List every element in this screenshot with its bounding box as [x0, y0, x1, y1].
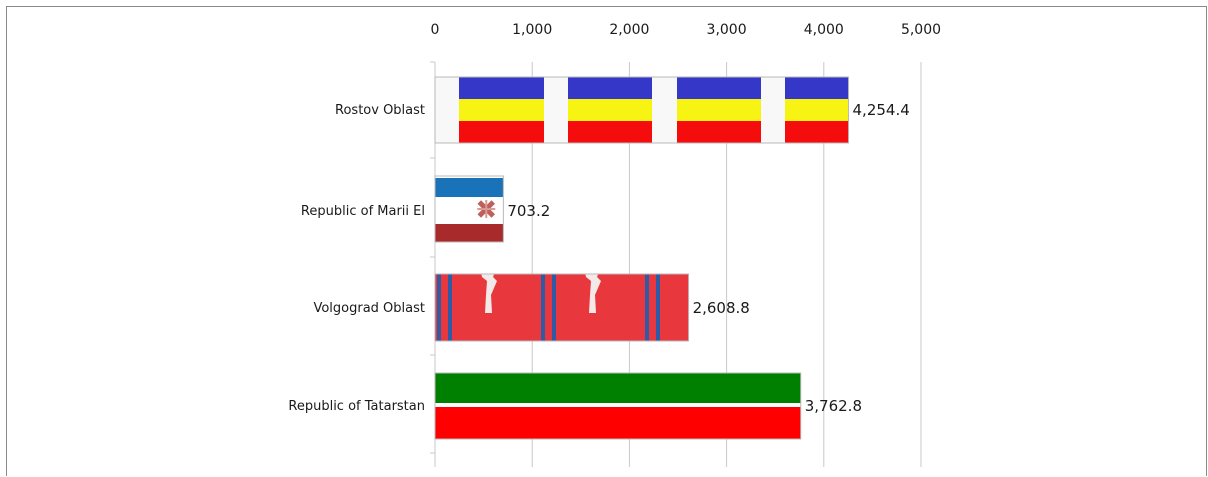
bar-outline	[434, 76, 850, 144]
labels: 0 1,000 2,000 3,000 4,000 5,000 4,254.4 Rostov …	[288, 22, 941, 415]
flag-stripe-yellow	[677, 99, 761, 121]
flag-stripe-red	[677, 121, 761, 143]
flag-stripe-red	[435, 407, 801, 439]
x-tick-label: 3,000	[707, 22, 747, 38]
flag-stripe-blue	[459, 77, 544, 99]
bar	[434, 273, 690, 342]
flag-stripe-red	[459, 121, 544, 143]
chart-frame: 0 1,000 2,000 3,000 4,000 5,000 4,254.4 Rostov …	[6, 6, 1207, 476]
category-label: Republic of Tatarstan	[288, 399, 425, 414]
value-label: 703.2	[507, 202, 550, 220]
flag-stripe-blue	[677, 77, 761, 99]
value-label: 3,762.8	[805, 397, 862, 415]
flag-stripe-yellow	[568, 99, 652, 121]
bar-outline	[434, 175, 504, 243]
x-tick-label: 1,000	[512, 22, 552, 38]
category-label: Rostov Oblast	[335, 103, 425, 118]
flag-stripe-blue	[568, 77, 652, 99]
bar-outline	[434, 372, 802, 440]
x-tick-label: 2,000	[609, 22, 649, 38]
category-label: Volgograd Oblast	[313, 301, 425, 316]
flag-stripe-yellow	[785, 99, 849, 121]
flag-stripe-blue	[785, 77, 849, 99]
flag-stripe-white	[435, 403, 801, 407]
value-label: 4,254.4	[853, 101, 910, 119]
bars	[434, 76, 850, 440]
bar	[434, 175, 504, 243]
x-tick-label: 4,000	[804, 22, 844, 38]
x-tick-label: 0	[431, 22, 440, 38]
flag-cross-emblem	[477, 200, 496, 218]
bar-chart: 0 1,000 2,000 3,000 4,000 5,000 4,254.4 Rostov …	[288, 22, 941, 467]
flag-stripe-red	[785, 121, 849, 143]
category-label: Republic of Marii El	[301, 204, 425, 219]
value-label: 2,608.8	[693, 299, 750, 317]
bar	[434, 76, 850, 144]
flag-stripe-red	[435, 224, 504, 242]
flag-stripe-yellow	[459, 99, 544, 121]
x-tick-label: 5,000	[901, 22, 941, 38]
flag-stripe-green	[435, 373, 801, 403]
bar-outline	[434, 273, 690, 342]
flag-stripe-blue	[435, 178, 504, 197]
bar-fill-flag	[435, 274, 689, 341]
flag-stripe-red	[568, 121, 652, 143]
bar	[434, 372, 802, 440]
